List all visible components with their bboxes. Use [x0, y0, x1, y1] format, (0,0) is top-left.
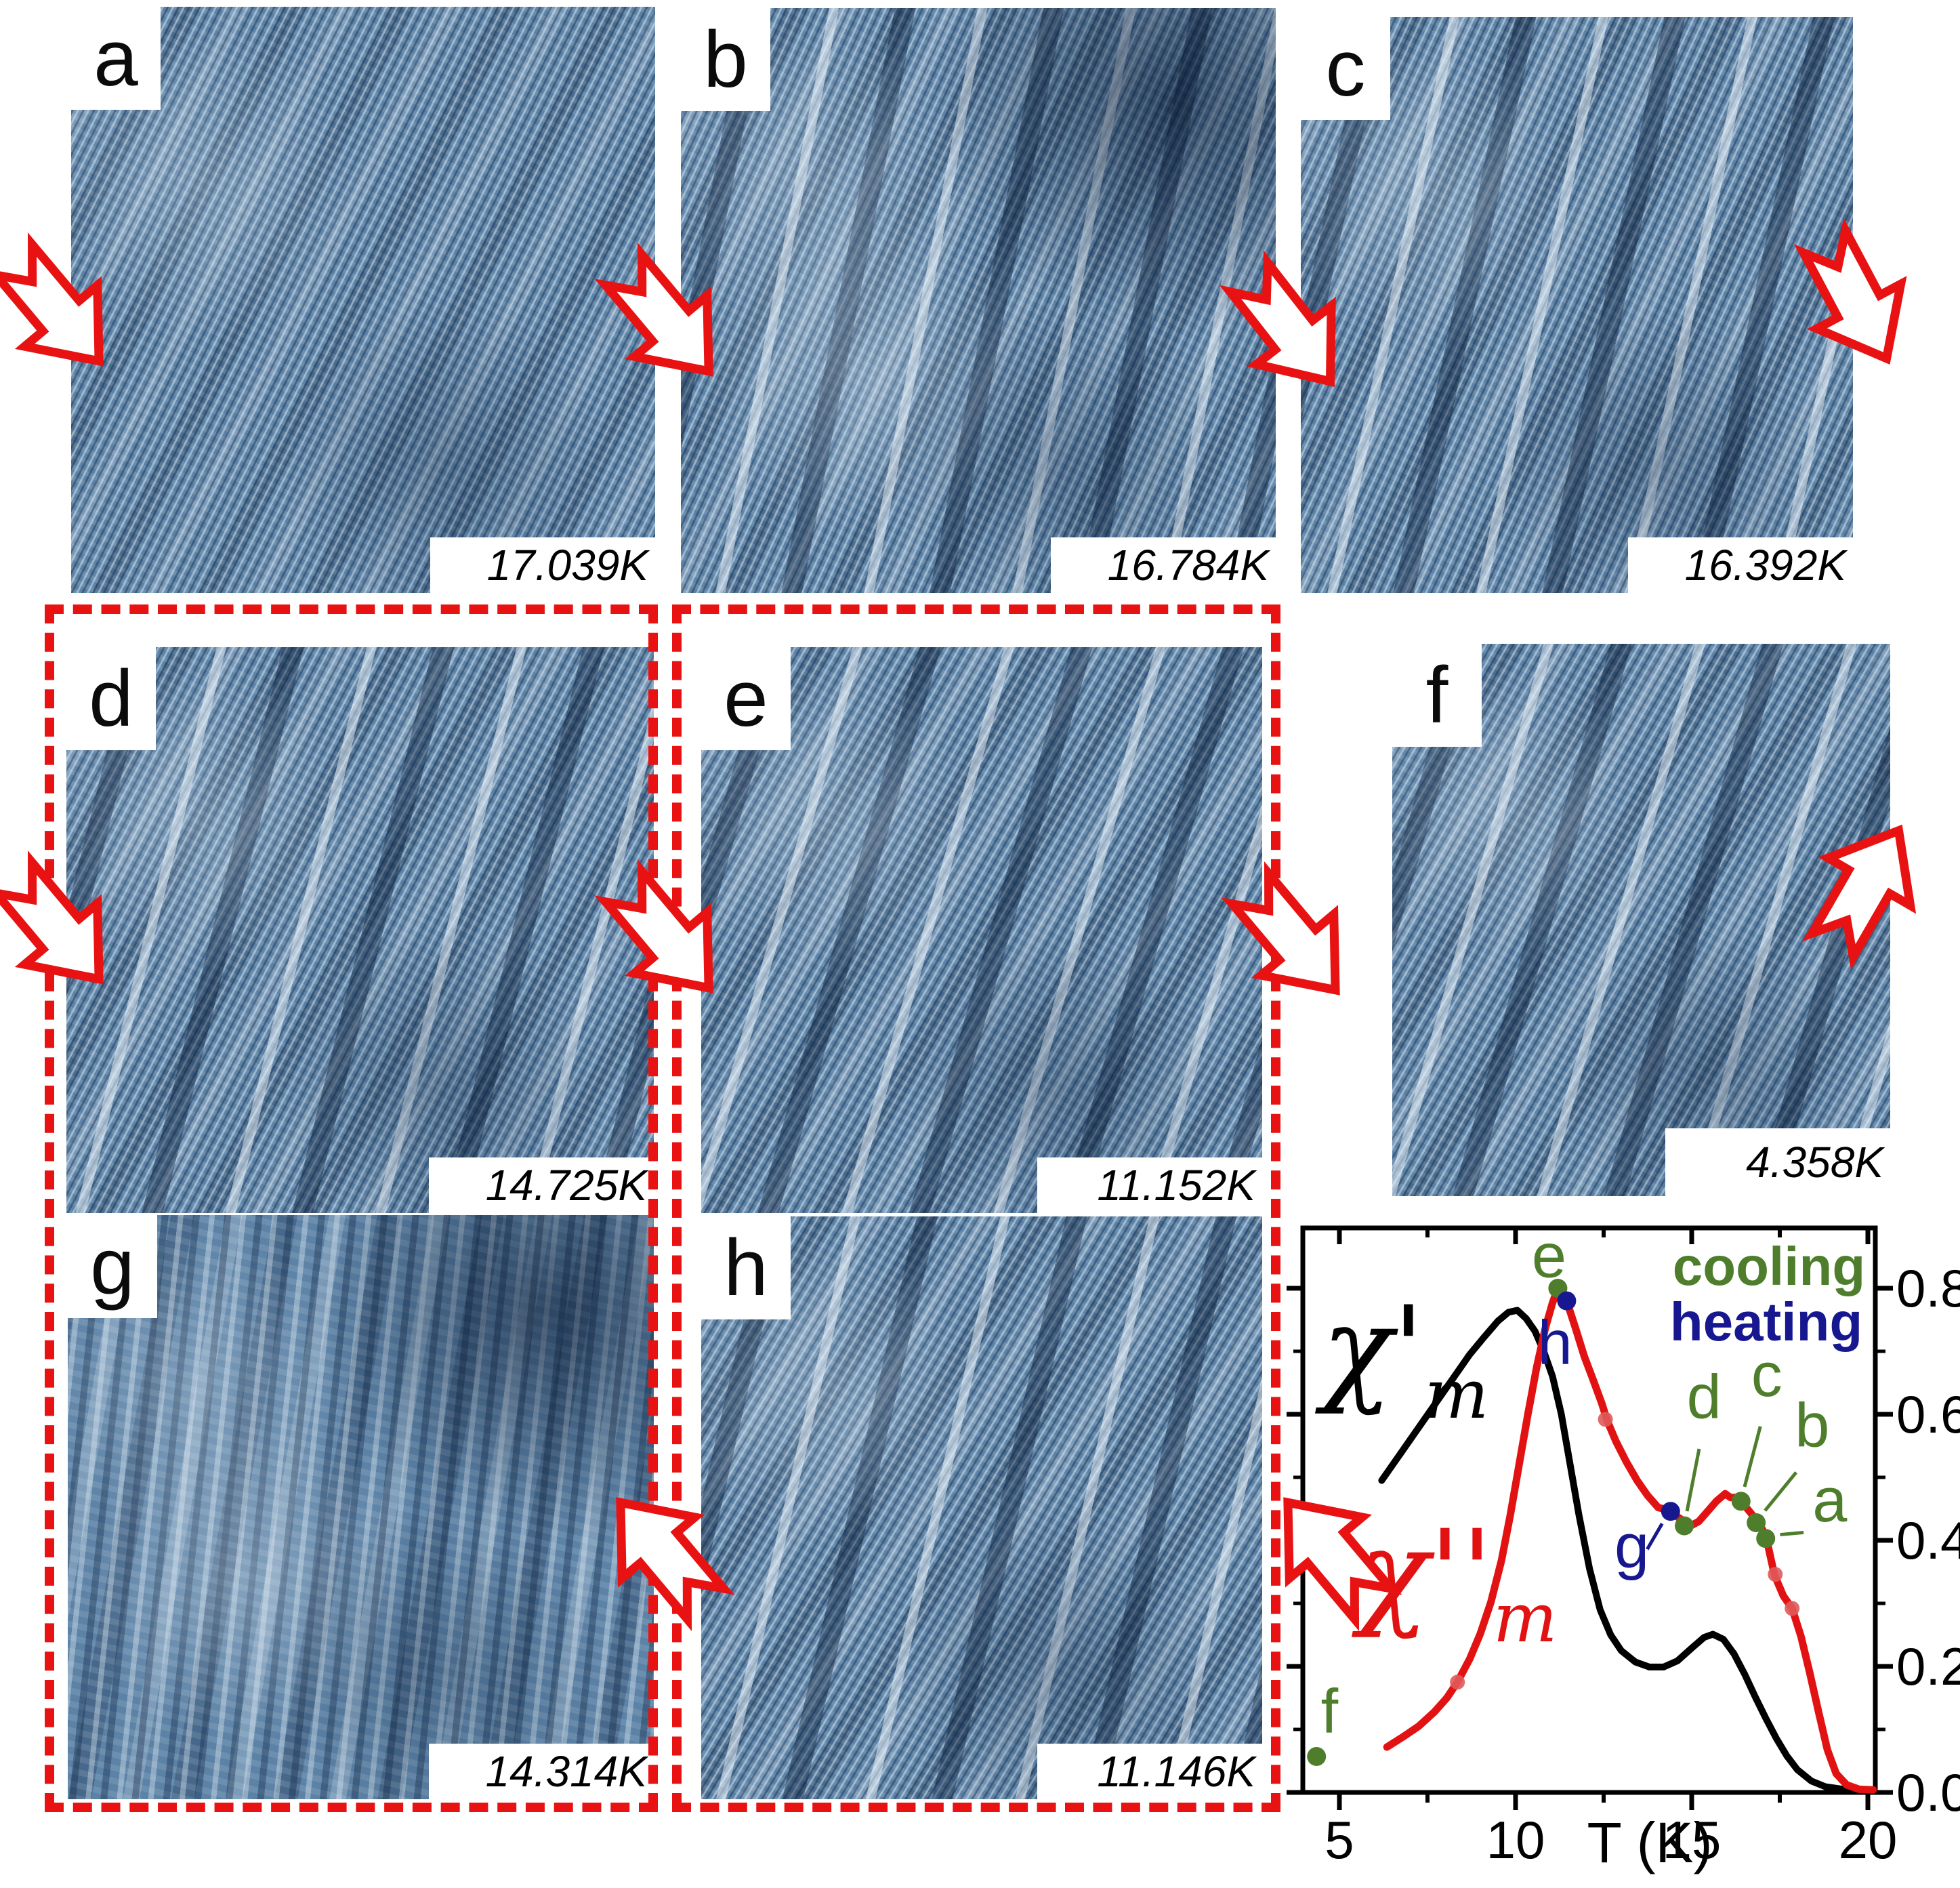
panel-label-g: g — [68, 1215, 157, 1318]
legend-heating: heating — [1670, 1292, 1862, 1352]
point-h — [1557, 1291, 1577, 1311]
temperature-label-b: 16.784K — [1051, 537, 1276, 593]
stm-texture — [66, 647, 654, 1213]
stm-image-c: c 16.392K — [1301, 17, 1853, 593]
point-d — [1675, 1516, 1694, 1536]
panel-label-b: b — [681, 8, 770, 111]
y-tick-label: 0.6 — [1896, 1384, 1960, 1444]
stm-texture — [68, 1215, 654, 1799]
stm-texture — [701, 1216, 1262, 1799]
panel-label-a: a — [71, 7, 161, 110]
point-label-f: f — [1321, 1677, 1339, 1746]
temperature-label-d: 14.725K — [429, 1157, 654, 1213]
arrow-b-to-c — [1186, 226, 1396, 436]
x-tick-label: 5 — [1325, 1810, 1354, 1870]
stm-image-a: a 17.039K — [71, 7, 655, 593]
stm-image-f: f 4.358K — [1392, 644, 1890, 1196]
leader-g — [1646, 1523, 1664, 1551]
point-label-e: e — [1532, 1221, 1566, 1290]
temperature-label-e: 11.152K — [1037, 1157, 1262, 1213]
arrow-f-exit — [1765, 785, 1960, 989]
panel-label-f: f — [1392, 644, 1482, 747]
temperature-label-a: 17.039K — [430, 537, 655, 593]
leader-d — [1685, 1448, 1701, 1512]
legend-cooling: cooling — [1673, 1236, 1865, 1296]
point-f — [1307, 1746, 1327, 1766]
point-label-a: a — [1812, 1466, 1848, 1535]
panel-label-c: c — [1301, 17, 1390, 120]
y-tick-label: 0.8 — [1896, 1258, 1960, 1318]
panel-label-d: d — [66, 647, 156, 750]
stm-image-b: b 16.784K — [681, 8, 1276, 593]
y-tick-label: 0.4 — [1896, 1511, 1960, 1570]
stm-texture — [1301, 17, 1853, 593]
label-chi-prime-m: χ'm — [1315, 1281, 1488, 1434]
point-a — [1756, 1529, 1776, 1548]
x-tick-label: 20 — [1839, 1810, 1898, 1870]
trace-markers — [1450, 1412, 1800, 1690]
stm-image-d: d 14.725K — [66, 647, 654, 1213]
susceptibility-chart: 5 10 15 20 0.0 0.2 0.4 0.6 0.8 T (K) a b c d e f g h cooli… — [1283, 1220, 1960, 1888]
arrow-into-a — [0, 207, 163, 417]
point-label-g: g — [1614, 1512, 1649, 1581]
dashed-box-e-h — [672, 604, 1280, 1812]
arrow-chart-to-h — [1224, 1447, 1434, 1657]
point-b — [1747, 1513, 1766, 1532]
leader-a — [1780, 1530, 1804, 1537]
x-axis-title: T (K) — [1587, 1811, 1712, 1874]
point-c — [1731, 1492, 1751, 1511]
leader-b — [1764, 1471, 1798, 1512]
point-g — [1661, 1502, 1680, 1521]
arrow-a-to-b — [562, 217, 772, 427]
y-tick-label: 0.2 — [1896, 1637, 1960, 1696]
arrow-h-to-g — [557, 1447, 767, 1657]
temperature-label-h: 11.146K — [1037, 1744, 1262, 1799]
arrow-into-d — [0, 825, 163, 1035]
stm-image-h: h 11.146K — [701, 1216, 1262, 1799]
temperature-label-c: 16.392K — [1628, 537, 1853, 593]
arrow-c-exit — [1755, 201, 1957, 403]
panel-label-h: h — [701, 1216, 791, 1319]
point-label-c: c — [1751, 1340, 1782, 1410]
panel-label-e: e — [701, 647, 791, 750]
x-tick-label: 15 — [1663, 1810, 1722, 1870]
point-label-h: h — [1538, 1309, 1572, 1378]
curve-chi-prime-m — [1378, 1307, 1877, 1794]
x-tick-label: 10 — [1486, 1810, 1545, 1870]
y-tick-label: 0.0 — [1896, 1763, 1960, 1822]
arrow-e-to-f — [1189, 836, 1399, 1046]
leader-c — [1743, 1426, 1762, 1487]
temperature-label-g: 14.314K — [429, 1744, 654, 1799]
stm-image-e: e 11.152K — [701, 647, 1262, 1213]
arrow-d-to-e — [562, 834, 772, 1044]
tick-labels: 5 10 15 200.0 0.2 0.4 0.6 0.8 T (K) — [1325, 1258, 1960, 1874]
dashed-box-d-g — [45, 604, 658, 1812]
stm-image-g: g 14.314K — [68, 1215, 654, 1799]
temperature-label-f: 4.358K — [1665, 1128, 1890, 1196]
curve-chi-double-prime-m — [1383, 1284, 1877, 1794]
point-label-d: d — [1687, 1363, 1722, 1432]
stm-texture — [681, 8, 1276, 593]
point-label-b: b — [1795, 1391, 1829, 1460]
stm-texture — [701, 647, 1262, 1213]
stm-texture — [71, 7, 655, 593]
